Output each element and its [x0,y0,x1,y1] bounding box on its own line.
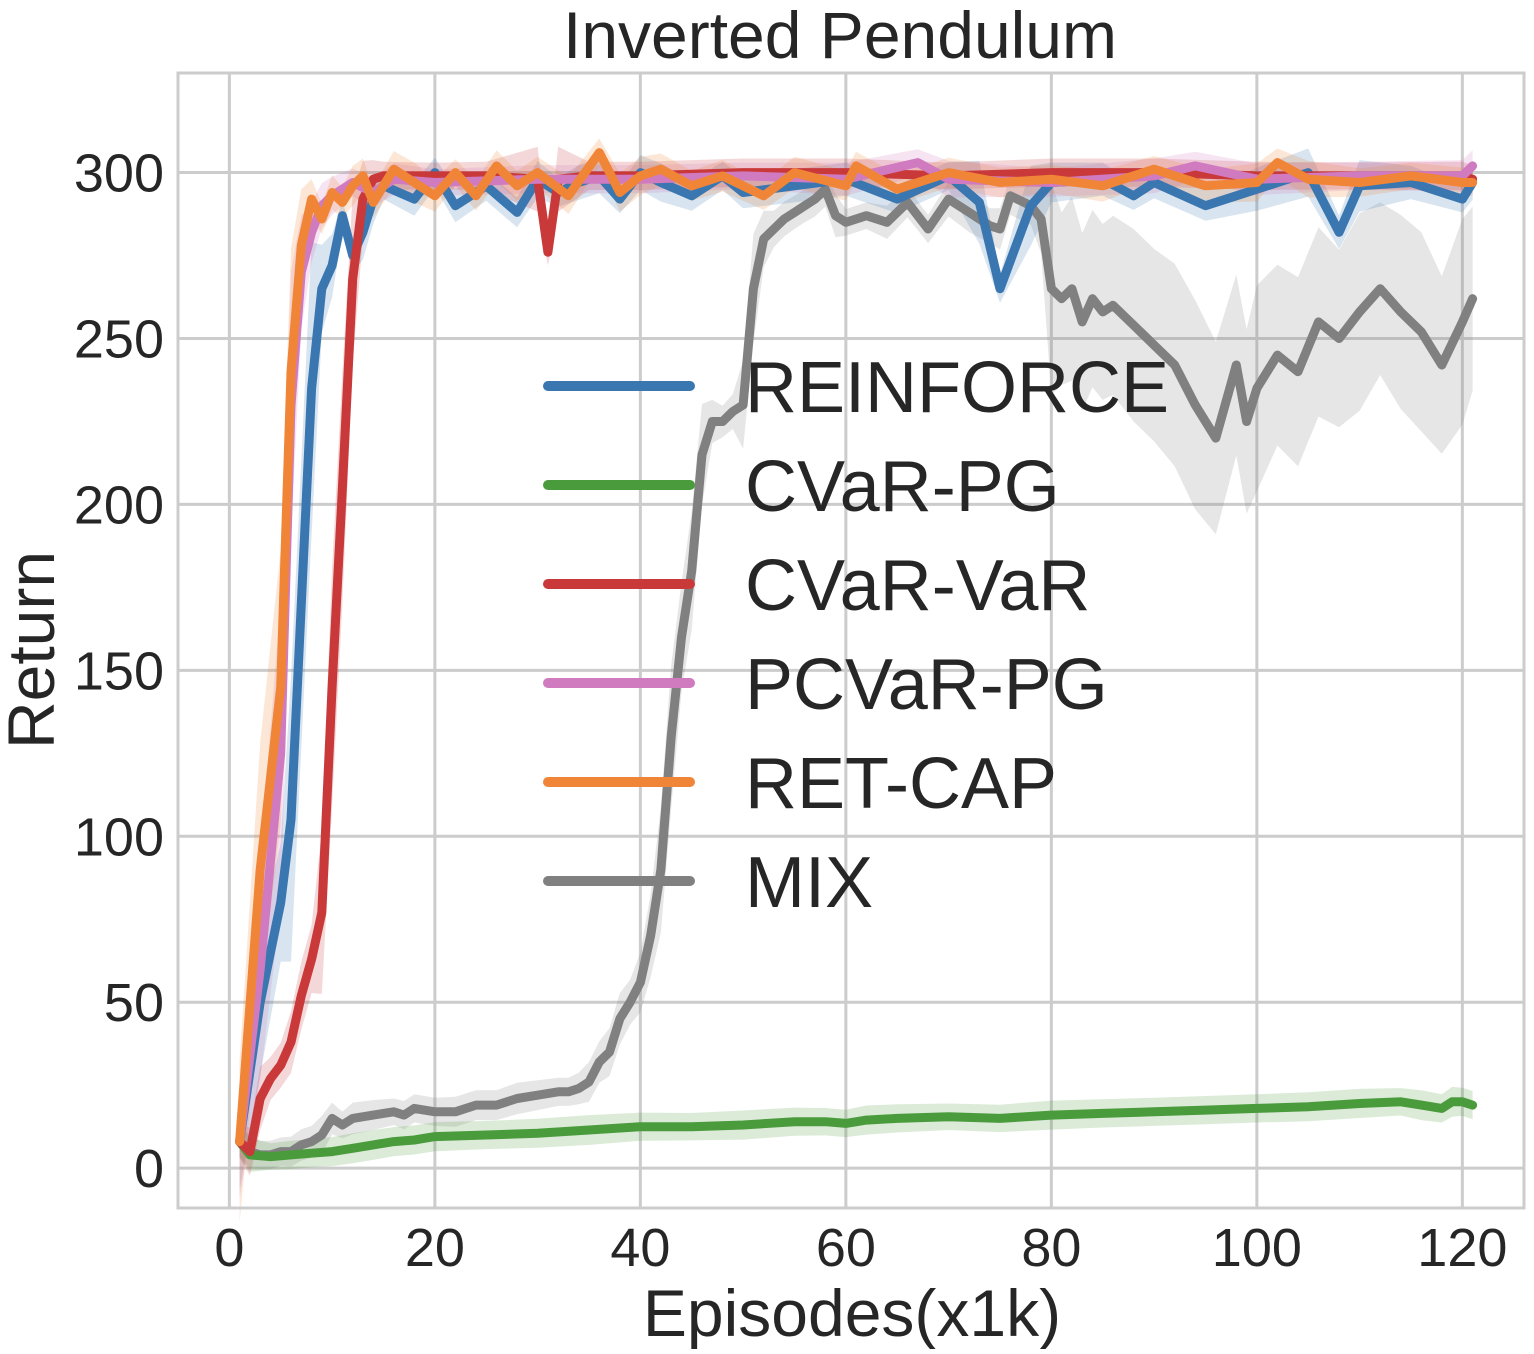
y-tick-label: 100 [74,807,164,867]
legend-label: REINFORCE [745,348,1169,428]
x-tick-label: 40 [610,1218,670,1278]
y-axis-label: Return [0,551,68,749]
legend-label: MIX [745,843,873,923]
x-tick-label: 60 [816,1218,876,1278]
legend-label: CVaR-VaR [745,546,1090,626]
chart-title: Inverted Pendulum [563,0,1117,72]
y-tick-label: 50 [104,973,164,1033]
y-tick-label: 0 [134,1139,164,1199]
series-line-cvar-var [235,168,1478,1157]
tick-labels: 0 20 40 60 80 100 120 0 50 100 150 200 250 300 [74,144,1508,1278]
y-tick-label: 150 [74,641,164,701]
plot-frame [176,71,1526,1210]
y-tick-label: 250 [74,309,164,369]
series-line-cvar-pg [235,1097,1478,1162]
legend-label: CVaR-PG [745,447,1060,527]
x-tick-label: 20 [405,1218,465,1278]
series-line-mix [235,184,1478,1160]
x-tick-label: 120 [1417,1218,1507,1278]
series-lines [235,148,1478,1162]
band-reinforce [239,148,1473,1190]
band-mix [239,171,1473,1169]
x-tick-label: 0 [214,1218,244,1278]
x-tick-label: 100 [1212,1218,1302,1278]
y-tick-label: 200 [74,475,164,535]
y-tick-label: 300 [74,144,164,204]
series-line-ret-cap [235,148,1478,1147]
legend: REINFORCE CVaR-PG CVaR-VaR PCVaR-PG RET-CAP M… [543,348,1169,923]
x-axis-label: Episodes(x1k) [643,1276,1061,1349]
legend-label: RET-CAP [745,744,1057,824]
legend-label: PCVaR-PG [745,645,1108,725]
x-tick-label: 80 [1021,1218,1081,1278]
